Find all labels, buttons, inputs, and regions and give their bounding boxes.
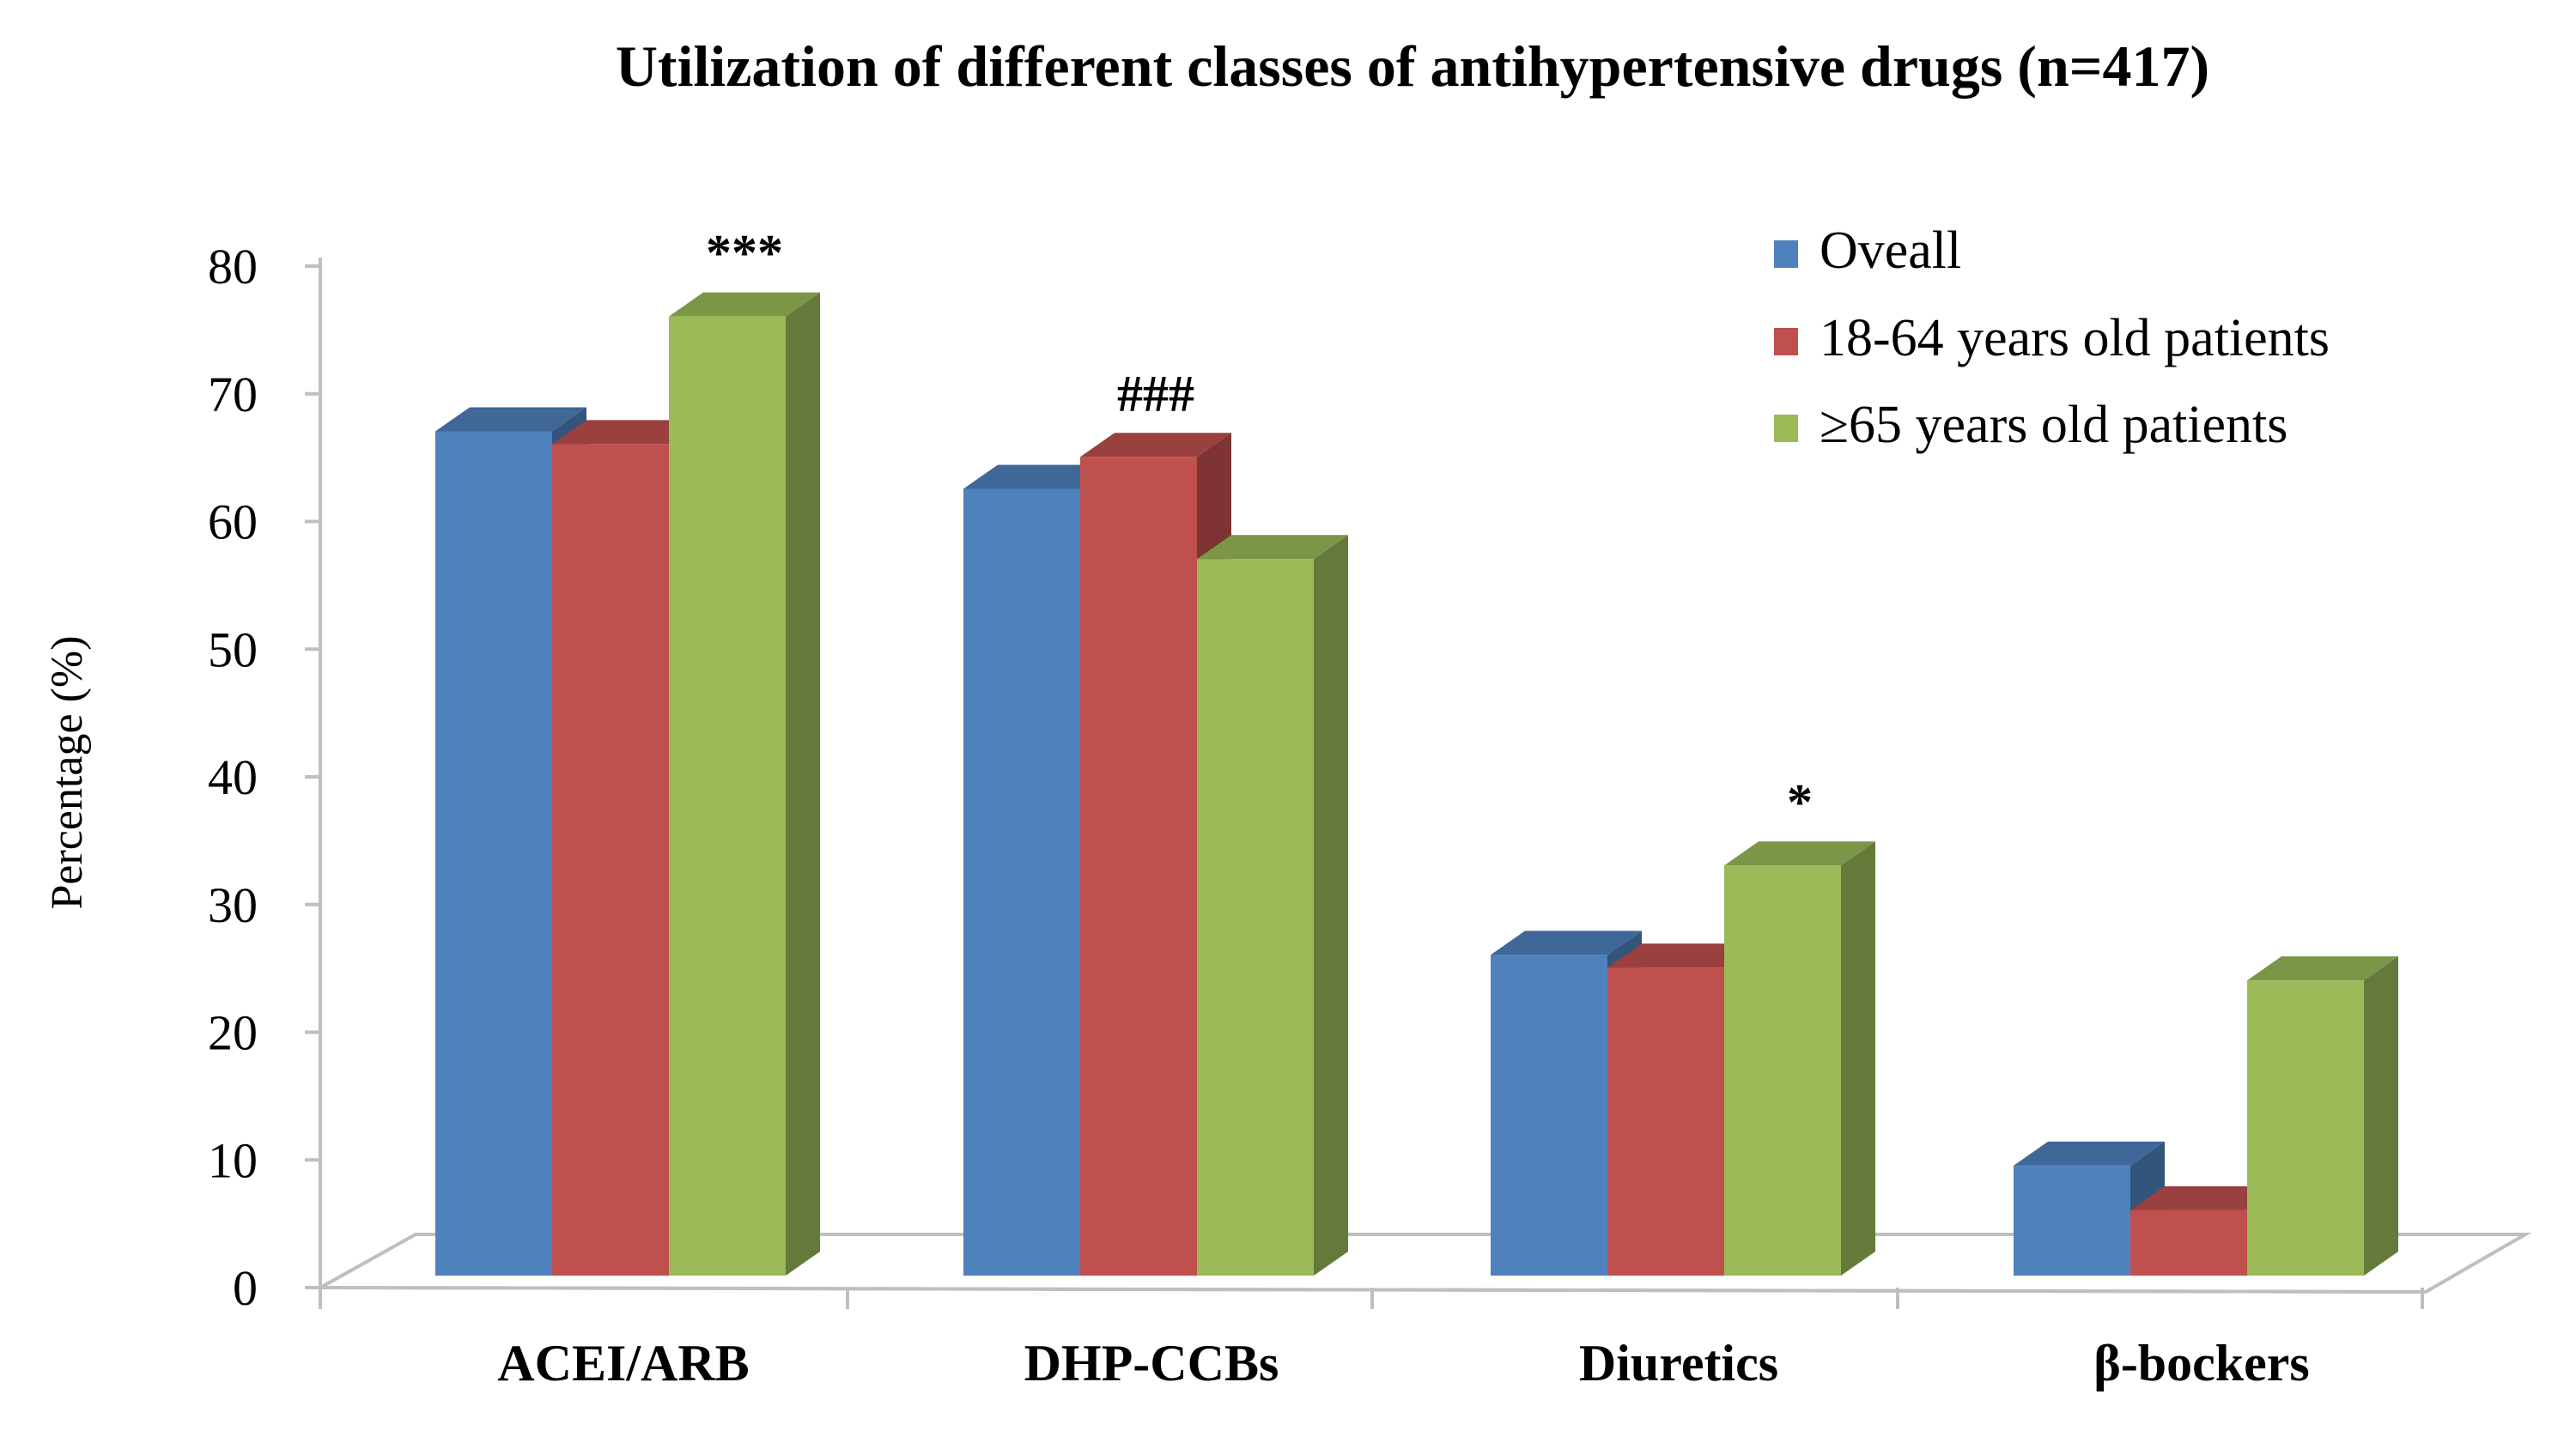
bar-side <box>786 292 820 1276</box>
bar-front <box>2014 1165 2130 1276</box>
legend-label: Oveall <box>1820 221 1961 280</box>
bar-top <box>552 420 703 445</box>
bar-bockers-series-2 <box>2247 956 2398 1276</box>
bar-side <box>1841 841 1875 1276</box>
y-tick-label: 50 <box>208 621 258 677</box>
bar-diuretics-series-2 <box>1724 841 1875 1276</box>
x-tick-label: β-bockers <box>2093 1335 2310 1391</box>
y-tick-label: 80 <box>208 239 258 294</box>
bar-top <box>1491 931 1642 955</box>
legend-swatch <box>1774 415 1798 442</box>
legend-label: 18-64 years old patients <box>1820 309 2330 367</box>
bar-top <box>669 292 820 317</box>
significance-annotation: * <box>1787 773 1813 830</box>
bar-top <box>2014 1141 2165 1166</box>
bar-side <box>2364 956 2398 1276</box>
bar-front <box>963 488 1080 1276</box>
bar-front <box>669 316 786 1276</box>
bar-top <box>1080 433 1231 458</box>
bar-front <box>1197 559 1314 1276</box>
bar-top <box>1197 535 1348 560</box>
bar-side <box>1314 535 1348 1276</box>
bar-front <box>1607 967 1724 1276</box>
y-axis-label: Percentage (%) <box>43 635 92 909</box>
x-tick-label: Diuretics <box>1579 1335 1778 1391</box>
y-tick-label: 70 <box>208 367 258 422</box>
bar-front <box>1724 865 1841 1276</box>
legend-swatch <box>1774 328 1798 355</box>
bar-top <box>1607 943 1759 968</box>
bar-front <box>552 444 669 1276</box>
y-tick-label: 30 <box>208 877 258 933</box>
bar-top <box>435 407 586 432</box>
legend-swatch <box>1774 240 1798 268</box>
y-tick-label: 0 <box>233 1260 258 1316</box>
legend-label: ≥65 years old patients <box>1820 396 2287 454</box>
bar-top <box>2247 956 2398 981</box>
y-tick-label: 60 <box>208 494 258 550</box>
x-tick-label: ACEI/ARB <box>497 1335 749 1391</box>
significance-annotation: *** <box>706 225 783 282</box>
y-tick-label: 20 <box>208 1005 258 1061</box>
bar-front <box>1080 457 1197 1276</box>
bar-top <box>1724 841 1875 866</box>
bar-front <box>2247 980 2364 1276</box>
chart-title: Utilization of different classes of anti… <box>616 33 2209 99</box>
bar-front <box>435 431 552 1276</box>
bar-aceiarb-series-2 <box>669 292 820 1276</box>
significance-annotation: ### <box>1117 365 1194 421</box>
bar-dhpccbs-series-2 <box>1197 535 1348 1276</box>
bar-front <box>1491 955 1607 1276</box>
y-tick-label: 40 <box>208 749 258 805</box>
y-tick-label: 10 <box>208 1132 258 1188</box>
bar-top <box>963 464 1115 489</box>
x-tick-label: DHP-CCBs <box>1024 1335 1279 1391</box>
bar-top <box>2130 1185 2281 1210</box>
bar-front <box>2130 1210 2247 1276</box>
